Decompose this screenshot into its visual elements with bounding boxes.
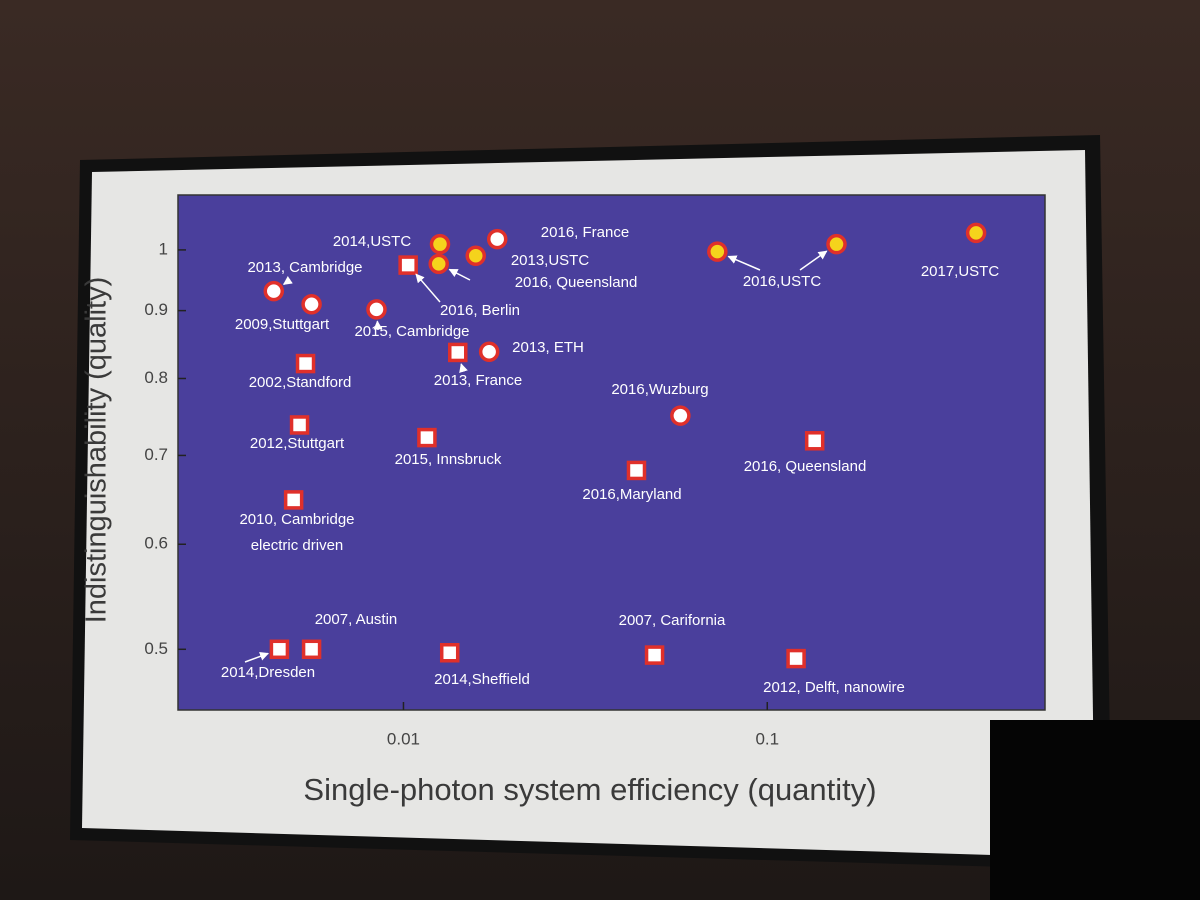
plot-area: [177, 194, 1046, 711]
point-label: 2016, Queensland: [744, 458, 867, 475]
data-point: [804, 431, 825, 451]
point-label: 2016, Berlin: [440, 302, 520, 319]
data-point: [670, 405, 691, 426]
plot-layer: 0.5 0.6 0.7 0.8 0.9 1 0.01 0.1 2002,Standford 201…: [144, 222, 1000, 748]
y-axis-label: Indistinguishability (quality): [81, 277, 113, 624]
data-point: [786, 648, 806, 669]
y-tick-label: 0.6: [144, 534, 168, 553]
data-point: [398, 255, 418, 275]
data-point: [965, 222, 987, 244]
data-point: [295, 353, 316, 374]
point-label: 2007, Carifornia: [619, 612, 726, 629]
annotation-arrow: [244, 652, 269, 663]
y-tick-label: 0.8: [144, 368, 168, 387]
y-tick-label: 0.5: [144, 639, 168, 658]
point-label: 2013, ETH: [512, 339, 584, 356]
point-label: 2015, Cambridge: [354, 323, 469, 340]
point-label: 2012,Stuttgart: [250, 435, 345, 452]
point-label: 2016, Queensland: [515, 274, 638, 291]
data-point: [644, 645, 665, 665]
point-label: electric driven: [251, 537, 344, 554]
point-label: 2016, France: [541, 224, 629, 241]
point-label: 2013, Cambridge: [247, 259, 362, 276]
point-label: 2016,Wuzburg: [611, 381, 708, 398]
data-point: [301, 639, 322, 660]
data-point: [707, 241, 728, 262]
annotation-arrow: [799, 250, 828, 271]
data-point: [269, 639, 290, 660]
point-label: 2016,Maryland: [582, 486, 681, 503]
x-tick-label: 0.1: [755, 729, 779, 748]
point-label: 2016,USTC: [743, 273, 822, 290]
annotation-arrow: [727, 255, 761, 271]
point-label: 2002,Standford: [249, 374, 352, 391]
x-tick-label: 0.01: [387, 729, 420, 748]
x-axis-label: Single-photon system efficiency (quantit…: [303, 772, 876, 807]
data-point: [289, 415, 310, 435]
point-label: 2013, France: [434, 372, 522, 389]
foreground-occluder: [990, 720, 1200, 900]
point-label: 2014,Sheffield: [434, 671, 530, 688]
data-point: [478, 341, 500, 362]
data-point: [429, 233, 451, 255]
point-label: 2014,Dresden: [221, 664, 315, 681]
data-point: [301, 294, 322, 315]
y-tick-label: 0.7: [144, 445, 168, 464]
point-label: 2014,USTC: [333, 233, 412, 250]
annotation-arrow: [282, 276, 293, 285]
annotation-arrow: [373, 320, 383, 331]
point-label: 2017,USTC: [921, 263, 1000, 280]
data-point: [486, 228, 508, 250]
point-label: 2013,USTC: [511, 252, 590, 269]
data-point: [465, 245, 486, 266]
data-point: [826, 233, 847, 255]
point-label: 2010, Cambridge: [239, 511, 354, 528]
y-tick-label: 0.9: [144, 300, 168, 319]
data-point: [263, 280, 285, 302]
data-point: [439, 643, 460, 663]
point-label: 2012, Delft, nanowire: [763, 679, 905, 696]
data-point: [283, 490, 304, 510]
data-point: [448, 342, 468, 363]
data-point: [366, 299, 387, 320]
annotation-arrow: [459, 363, 468, 373]
annotation-arrow: [415, 273, 441, 303]
data-point: [626, 460, 647, 481]
y-tick-label: 1: [159, 239, 168, 258]
data-point: [417, 427, 437, 448]
annotation-arrow: [448, 268, 471, 281]
data-point: [428, 253, 449, 275]
point-label: 2009,Stuttgart: [235, 316, 330, 333]
point-label: 2007, Austin: [315, 611, 398, 628]
point-label: 2015, Innsbruck: [395, 451, 502, 468]
